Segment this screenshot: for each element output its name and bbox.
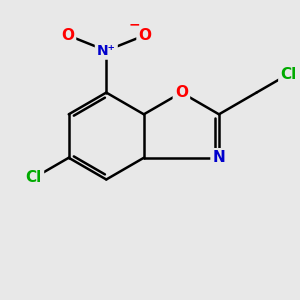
Text: O: O xyxy=(175,85,188,100)
Text: Cl: Cl xyxy=(26,170,42,185)
Text: Cl: Cl xyxy=(280,67,297,82)
Text: O: O xyxy=(139,28,152,43)
Text: −: − xyxy=(128,17,140,31)
Text: N: N xyxy=(213,150,225,165)
Text: O: O xyxy=(61,28,74,43)
Text: N⁺: N⁺ xyxy=(97,44,116,58)
